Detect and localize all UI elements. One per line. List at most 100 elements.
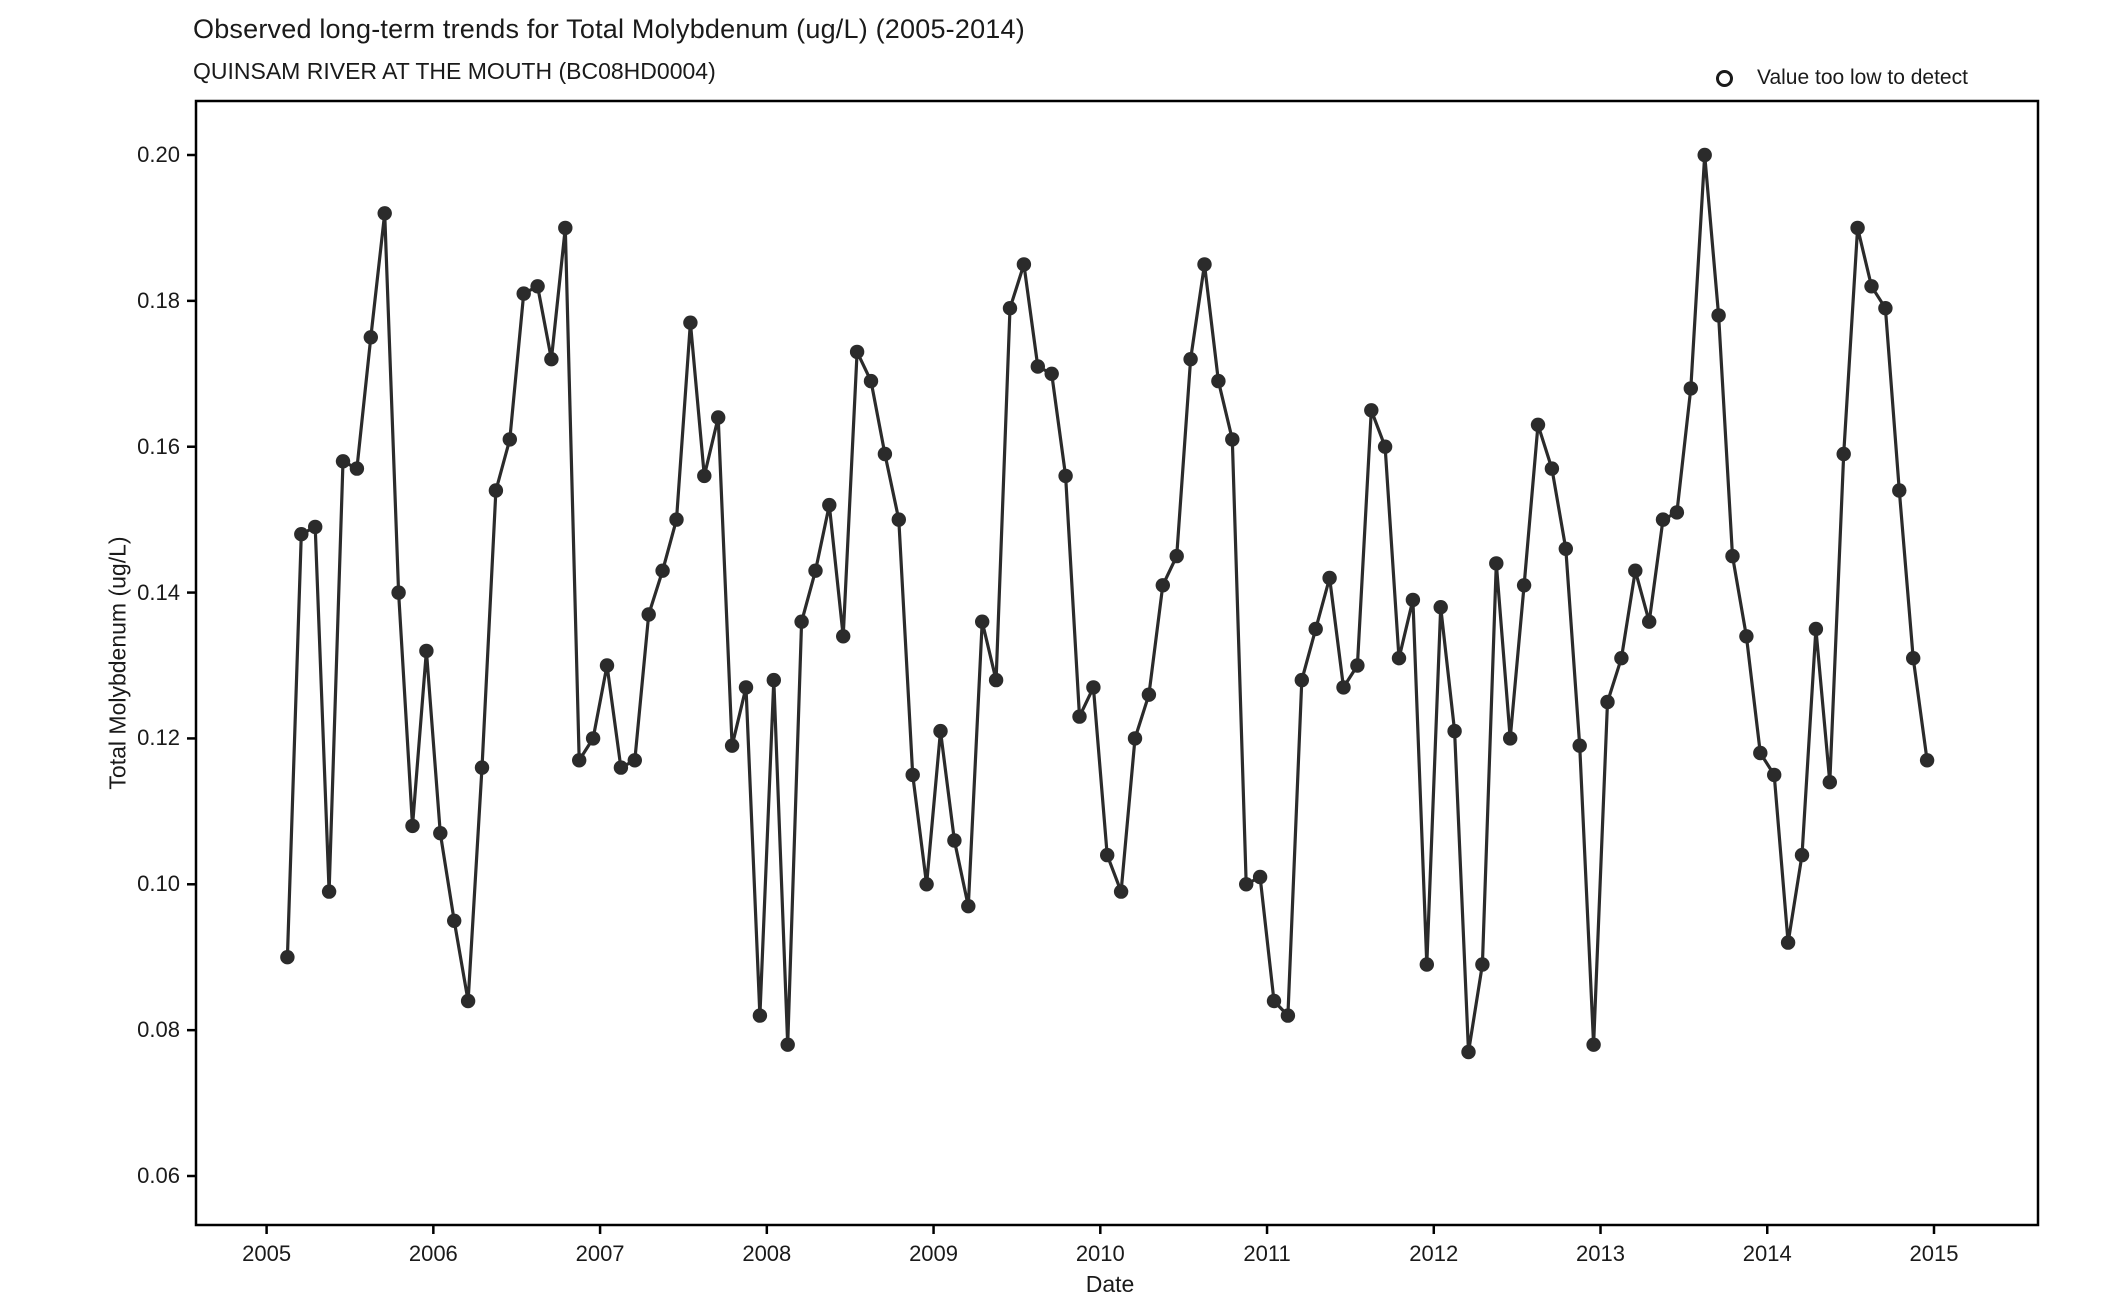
data-point <box>599 658 615 673</box>
data-point <box>752 1008 768 1023</box>
y-tick-label: 0.12 <box>137 725 180 751</box>
data-point <box>738 680 754 695</box>
data-point <box>1211 373 1226 389</box>
data-point <box>683 315 698 330</box>
data-point <box>1558 541 1574 556</box>
data-point <box>1461 1044 1476 1060</box>
data-point <box>1753 745 1768 761</box>
data-point <box>1294 672 1310 688</box>
y-tick-label: 0.14 <box>137 579 180 605</box>
data-point <box>1503 731 1518 746</box>
data-point <box>1183 352 1198 367</box>
data-point <box>377 206 392 221</box>
data-point <box>419 643 434 659</box>
data-point <box>335 454 351 469</box>
x-tick-label: 2007 <box>575 1241 625 1266</box>
data-point <box>905 767 920 783</box>
data-point <box>933 723 948 739</box>
data-point <box>1350 658 1365 673</box>
data-point <box>1197 257 1212 272</box>
data-point <box>1308 621 1323 637</box>
data-point <box>711 410 726 425</box>
data-point <box>1683 381 1699 396</box>
data-point <box>961 899 976 914</box>
data-point <box>1892 483 1907 498</box>
data-point <box>1086 680 1101 695</box>
data-point <box>1030 359 1046 374</box>
x-tick-label: 2005 <box>242 1241 292 1266</box>
data-point <box>1044 366 1059 381</box>
data-point <box>1600 694 1615 710</box>
legend-label: Value too low to detect <box>1757 66 1968 89</box>
x-tick-label: 2015 <box>1909 1241 1959 1266</box>
plot-panel-border <box>194 99 2040 1227</box>
data-point <box>655 563 670 578</box>
data-point <box>1767 767 1782 783</box>
page-title: Observed long-term trends for Total Moly… <box>193 14 1025 44</box>
data-point <box>363 330 378 345</box>
data-point <box>1113 884 1129 899</box>
data-point <box>1155 578 1171 593</box>
data-point <box>1447 723 1462 739</box>
data-point <box>1808 621 1824 637</box>
data-point <box>544 352 559 367</box>
x-tick-label: 2013 <box>1576 1241 1625 1266</box>
data-point <box>558 220 573 236</box>
data-point <box>863 373 879 389</box>
data-point <box>391 585 406 600</box>
data-point <box>1016 257 1032 272</box>
data-point <box>808 563 823 578</box>
data-point <box>766 672 781 688</box>
data-point <box>988 672 1004 688</box>
data-point <box>1405 592 1421 608</box>
data-point <box>794 614 809 629</box>
data-point <box>822 497 837 513</box>
x-tick-label: 2011 <box>1243 1241 1291 1266</box>
data-point <box>1878 301 1893 316</box>
data-point <box>1864 279 1879 294</box>
data-point <box>572 753 587 768</box>
data-point <box>1794 847 1810 863</box>
x-tick-label: 2012 <box>1409 1241 1459 1266</box>
data-point <box>641 607 656 622</box>
data-point <box>1655 512 1671 527</box>
x-tick-label: 2014 <box>1742 1241 1792 1266</box>
data-point <box>280 950 295 965</box>
data-point <box>516 286 531 301</box>
x-tick-label: 2006 <box>408 1241 458 1266</box>
data-point <box>405 818 420 834</box>
data-point <box>1711 308 1726 323</box>
data-point <box>697 468 712 484</box>
data-point <box>849 344 865 360</box>
data-point <box>1516 578 1532 593</box>
data-point <box>724 738 740 753</box>
data-point <box>321 884 337 899</box>
data-point <box>460 993 476 1009</box>
data-point <box>1419 957 1435 972</box>
data-point <box>1822 775 1838 790</box>
y-tick-label: 0.16 <box>137 433 180 459</box>
data-point <box>1475 957 1490 972</box>
data-point <box>891 512 906 527</box>
y-tick-label: 0.08 <box>137 1017 180 1043</box>
y-tick-label: 0.20 <box>137 142 180 167</box>
data-point <box>1739 629 1754 644</box>
data-point <box>627 753 642 768</box>
data-point <box>585 731 601 746</box>
y-tick-label: 0.18 <box>137 287 180 313</box>
y-tick-label: 0.06 <box>137 1163 180 1188</box>
data-point <box>447 913 462 928</box>
data-point <box>433 826 448 841</box>
data-point <box>836 629 851 644</box>
data-point <box>669 512 684 527</box>
data-point <box>780 1037 795 1052</box>
data-point <box>1919 753 1935 768</box>
data-point <box>1391 651 1407 666</box>
data-point <box>308 519 323 535</box>
data-point <box>1642 614 1657 629</box>
y-tick-label: 0.10 <box>137 871 180 897</box>
data-point <box>1780 935 1796 950</box>
data-point <box>1169 548 1184 564</box>
